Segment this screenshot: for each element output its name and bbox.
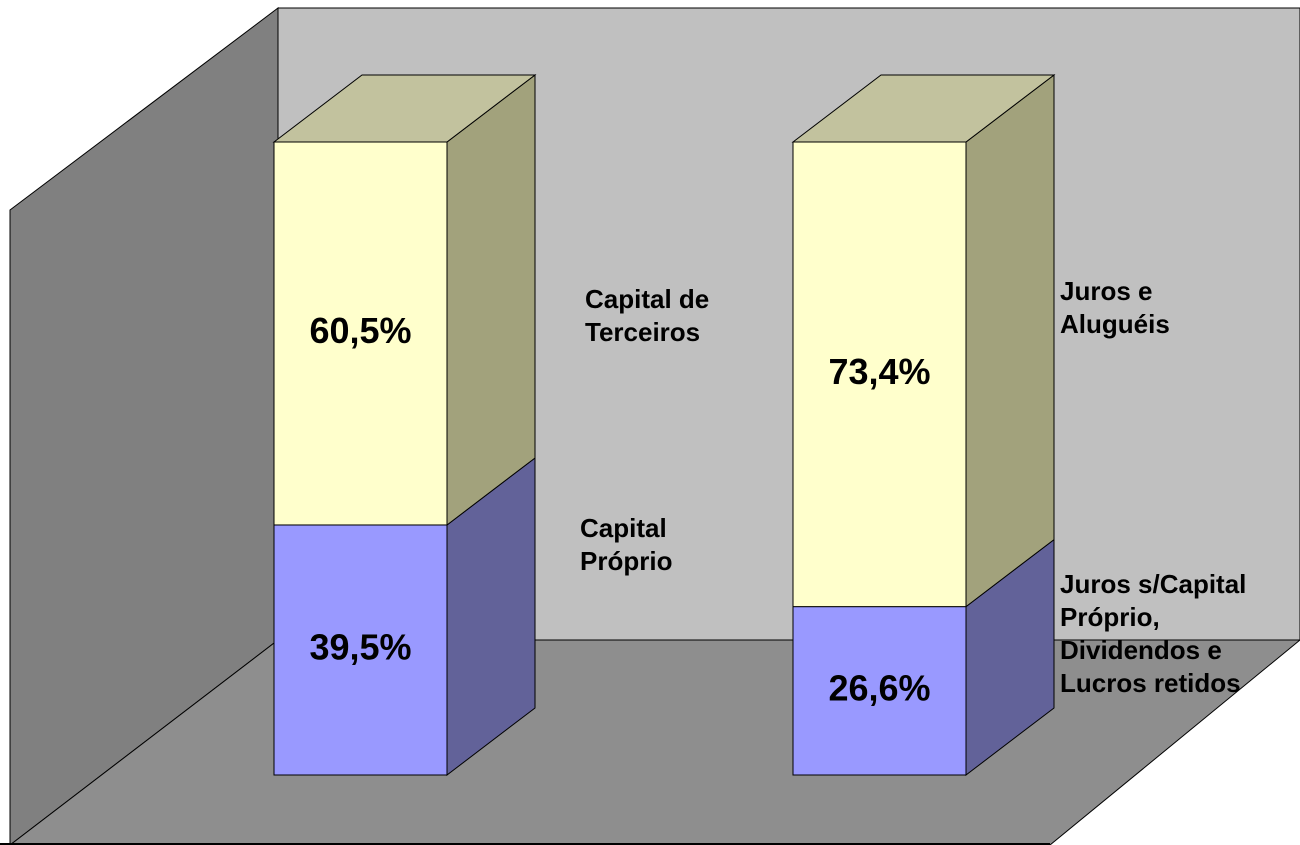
value-label: 39,5% xyxy=(309,626,411,667)
bar-front xyxy=(792,141,967,608)
segment-label: Capital de Terceiros xyxy=(585,284,710,347)
bar-side xyxy=(446,73,536,526)
bar-top xyxy=(272,74,537,143)
bar-front xyxy=(273,141,448,526)
bar-front xyxy=(792,606,967,776)
bar-side xyxy=(965,73,1055,608)
segment-label: Capital Próprio xyxy=(580,513,673,576)
bar-top xyxy=(791,74,1056,143)
bar-front xyxy=(273,524,448,776)
segment-label: Juros s/Capital Próprio, Dividendos e Lu… xyxy=(1060,569,1247,698)
value-label: 26,6% xyxy=(828,667,930,708)
value-label: 60,5% xyxy=(309,310,411,351)
segment-label: Juros e Aluguéis xyxy=(1060,276,1170,339)
value-label: 73,4% xyxy=(828,351,930,392)
